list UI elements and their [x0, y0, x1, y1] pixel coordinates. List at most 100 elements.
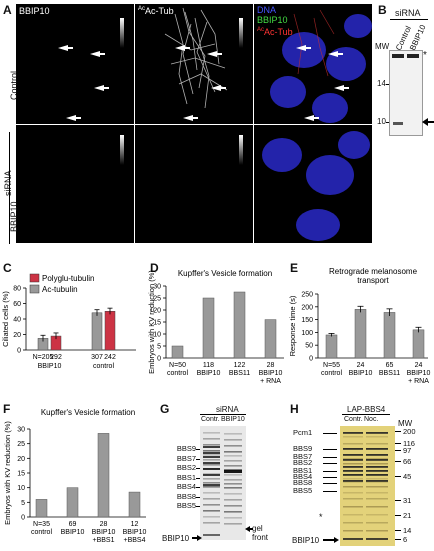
gel-band-bbs — [366, 470, 388, 472]
blot-band — [407, 54, 419, 58]
micrograph-merge-control-svg — [270, 9, 372, 123]
micrograph-bbip10-knockdown-svg — [120, 135, 124, 165]
gel-band — [366, 522, 388, 524]
silver-stain-gel-g — [200, 426, 246, 540]
gel-band — [224, 517, 242, 519]
mw-value: 66 — [403, 457, 412, 466]
gel-band — [224, 523, 242, 525]
bar — [104, 311, 116, 351]
gel-band — [343, 506, 363, 508]
gel-band-bbs — [343, 474, 363, 476]
mw-tick — [395, 515, 401, 516]
gel-band — [366, 530, 388, 532]
gel-band-bbs — [343, 466, 363, 468]
dna-label: DNA — [257, 5, 277, 15]
category-label: +BBS4 — [124, 537, 146, 544]
channel-label-bbip10: BBIP10 — [19, 6, 50, 16]
y-tick-label: 50 — [305, 343, 313, 350]
channel-label-actub: AcAc-Tub — [138, 6, 174, 16]
chart-title: Kupffer's Vesicle formation — [178, 269, 272, 278]
mw-value: 116 — [403, 439, 415, 448]
category-label: BBIP10 — [61, 529, 85, 536]
panel-b-header-rule — [390, 19, 428, 20]
nonspecific-asterisk: * — [423, 50, 427, 61]
gel-band — [203, 464, 220, 466]
category-label: BBIP10 — [92, 529, 116, 536]
band-pointer — [323, 471, 337, 472]
gel-band-bbs — [203, 456, 220, 458]
micrograph-bbip10-knockdown — [16, 125, 134, 243]
chart-title: transport — [357, 276, 389, 285]
bar — [128, 491, 141, 518]
n-label: 307 — [91, 354, 103, 361]
gel-band-bbs — [343, 470, 363, 472]
gel-band — [203, 473, 220, 475]
gel-band-bbip10 — [203, 534, 220, 536]
band-label: BBS1 — [293, 466, 313, 475]
gel-band — [366, 458, 388, 460]
gel-band-bbs — [366, 474, 388, 476]
silver-stain-gel-g-svg — [203, 432, 242, 536]
n-label: 122 — [234, 362, 246, 369]
row-label-bbip10: BBIP10 — [9, 201, 19, 232]
gel-band — [343, 486, 363, 488]
gel-band-bbs — [366, 466, 388, 468]
gel-band — [203, 510, 220, 512]
gel-band — [366, 478, 388, 480]
y-tick-label: 20 — [17, 456, 25, 463]
y-axis-label: Ciliated cells (%) — [1, 291, 10, 347]
y-tick-label: 20 — [13, 332, 21, 339]
gel-band — [366, 492, 388, 494]
legend-label: Polyglu-tubulin — [42, 274, 94, 283]
mw-tick — [395, 539, 401, 540]
band-pointer — [323, 491, 337, 492]
mw-value: 200 — [403, 427, 416, 436]
bar — [412, 329, 425, 359]
gel-band — [224, 479, 242, 481]
coomassie-gel-h-svg — [343, 432, 388, 540]
gel-band-bbs — [203, 468, 220, 470]
n-label: 12 — [131, 521, 139, 528]
bar — [233, 291, 246, 359]
band-pointer — [323, 433, 337, 434]
bbip10-label: BBIP10 — [257, 15, 288, 25]
chart-e: 0 50 100 150 200 250 Response time (s) Retrogra… — [288, 267, 430, 385]
mw-value: 21 — [403, 511, 412, 520]
band-pointer — [196, 477, 200, 479]
y-tick-label: 80 — [13, 286, 21, 293]
category-label: BBIP10 — [123, 529, 147, 536]
gel-band-bbs — [343, 448, 363, 450]
sirna-group-bracket — [9, 132, 10, 244]
y-tick-label: 15 — [17, 471, 25, 478]
y-tick-label: 20 — [153, 308, 161, 315]
n-label: N=50 — [169, 362, 186, 369]
panel-g-header-rule — [200, 414, 246, 415]
arrow-icon — [76, 117, 81, 119]
mw-mark-10: 10 — [377, 117, 386, 126]
gel-band-bbs — [203, 474, 220, 476]
y-axis-label: Response time (s) — [288, 295, 297, 356]
y-tick-label: 100 — [301, 330, 313, 337]
arrow-icon — [90, 51, 100, 57]
category-label: BBIP10 — [349, 370, 373, 377]
category-label: + RNA — [408, 378, 429, 385]
category-label: BBS11 — [379, 370, 400, 377]
n-label: 28 — [267, 362, 275, 369]
sirna-group-label: siRNA — [3, 170, 13, 196]
y-tick-label: 5 — [157, 344, 161, 351]
western-blot-b-svg — [392, 54, 419, 125]
legend-swatch — [29, 273, 40, 283]
y-axis-label: Embryos with KV reduction (%) — [147, 270, 156, 374]
gel-band — [343, 478, 363, 480]
group-label: control — [93, 363, 114, 370]
n-label: 24 — [415, 362, 423, 369]
gel-band — [366, 498, 388, 500]
micrograph-merge-knockdown-svg — [262, 131, 370, 241]
panel-d-label: D — [150, 261, 159, 275]
bar — [202, 297, 215, 359]
mw-value: 14 — [403, 526, 412, 535]
bbip10-arrow-icon-h — [323, 537, 339, 543]
y-tick-label: 25 — [17, 441, 25, 448]
coomassie-gel-h — [340, 426, 395, 546]
band-labels-h: Pcm1 BBS9 BBS7 BBS2 BBS1 BBS4 BBS8 BBS5 — [293, 420, 337, 540]
